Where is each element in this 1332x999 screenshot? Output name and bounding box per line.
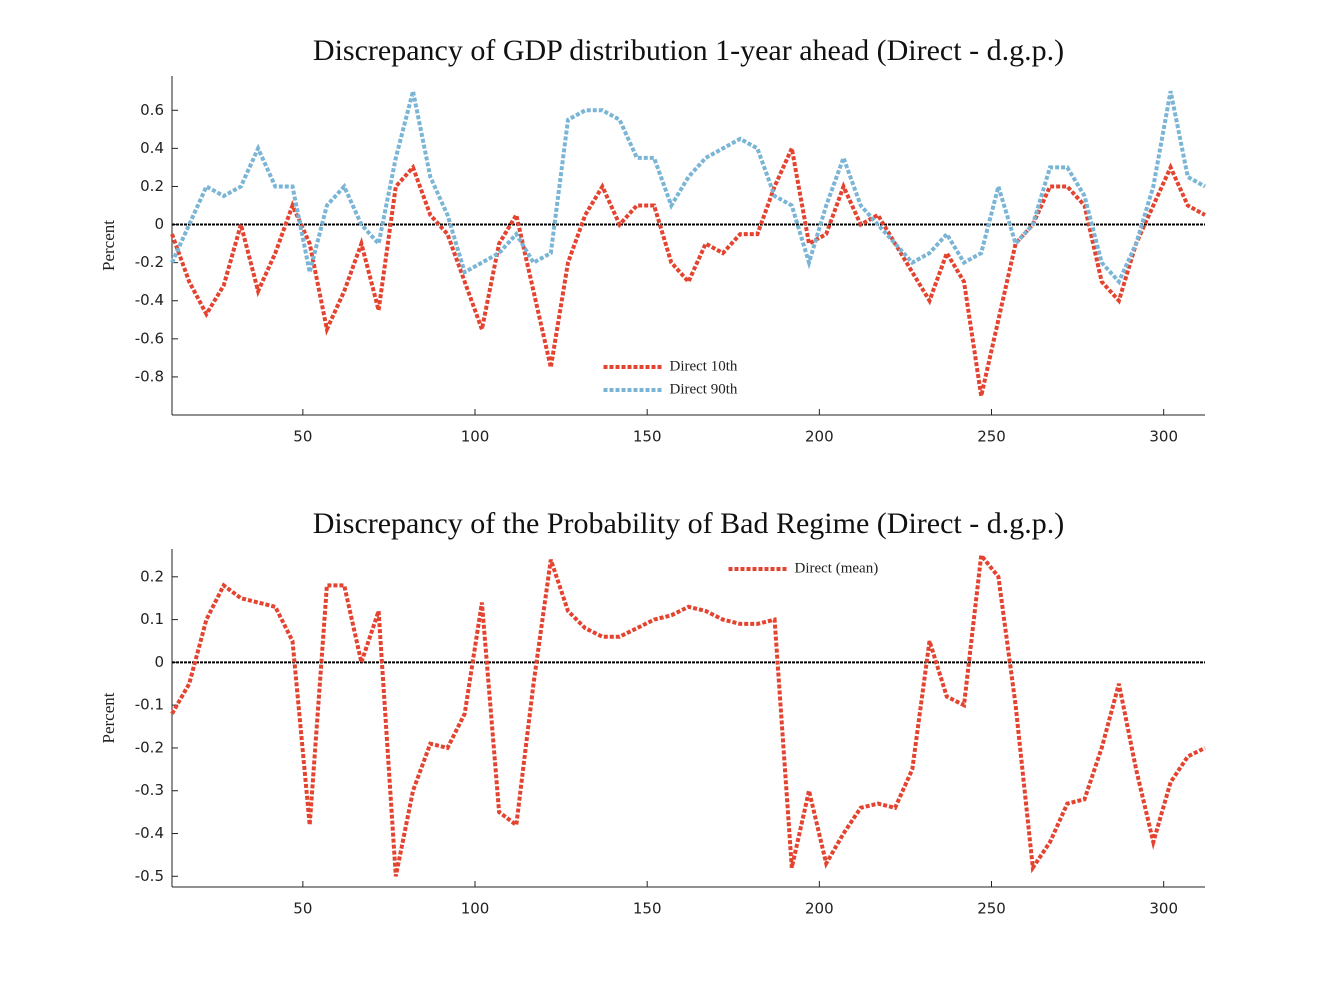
x-tick-label: 250	[977, 428, 1006, 446]
data-line	[170, 90, 1206, 286]
y-tick-label: -0.3	[135, 781, 164, 799]
y-tick-label: -0.2	[135, 738, 164, 756]
y-tick-label: -0.5	[135, 867, 164, 885]
x-tick-label: 50	[293, 900, 312, 918]
x-tick-label: 150	[633, 900, 662, 918]
x-tick-label: 150	[633, 428, 662, 446]
chart-title: Discrepancy of GDP distribution 1-year a…	[313, 34, 1064, 67]
x-tick-label: 50	[293, 428, 312, 446]
x-tick-label: 100	[461, 428, 490, 446]
chart-title: Discrepancy of the Probability of Bad Re…	[313, 507, 1064, 540]
y-tick-label: 0.4	[140, 139, 164, 157]
y-axis-label: Percent	[99, 692, 118, 743]
y-tick-label: 0.1	[140, 610, 164, 628]
y-tick-label: 0	[154, 653, 164, 671]
x-tick-label: 250	[977, 900, 1006, 918]
y-tick-label: -0.2	[135, 253, 164, 271]
y-tick-label: 0	[154, 215, 164, 233]
x-tick-label: 300	[1149, 900, 1178, 918]
y-tick-label: -0.1	[135, 696, 164, 714]
legend-label: Direct 90th	[670, 381, 738, 397]
y-tick-label: 0.6	[140, 101, 164, 119]
legend-label: Direct 10th	[670, 358, 738, 374]
x-tick-label: 100	[461, 900, 490, 918]
y-tick-label: 0.2	[140, 567, 164, 585]
y-tick-label: 0.2	[140, 177, 164, 195]
x-tick-label: 200	[805, 428, 834, 446]
y-tick-label: -0.4	[135, 824, 164, 842]
x-tick-label: 200	[805, 900, 834, 918]
y-tick-label: -0.6	[135, 329, 164, 347]
y-tick-label: -0.8	[135, 367, 164, 385]
y-tick-label: -0.4	[135, 291, 164, 309]
x-tick-label: 300	[1149, 428, 1178, 446]
data-line	[170, 550, 1206, 877]
y-axis-label: Percent	[99, 220, 118, 271]
legend-label: Direct (mean)	[795, 560, 879, 576]
